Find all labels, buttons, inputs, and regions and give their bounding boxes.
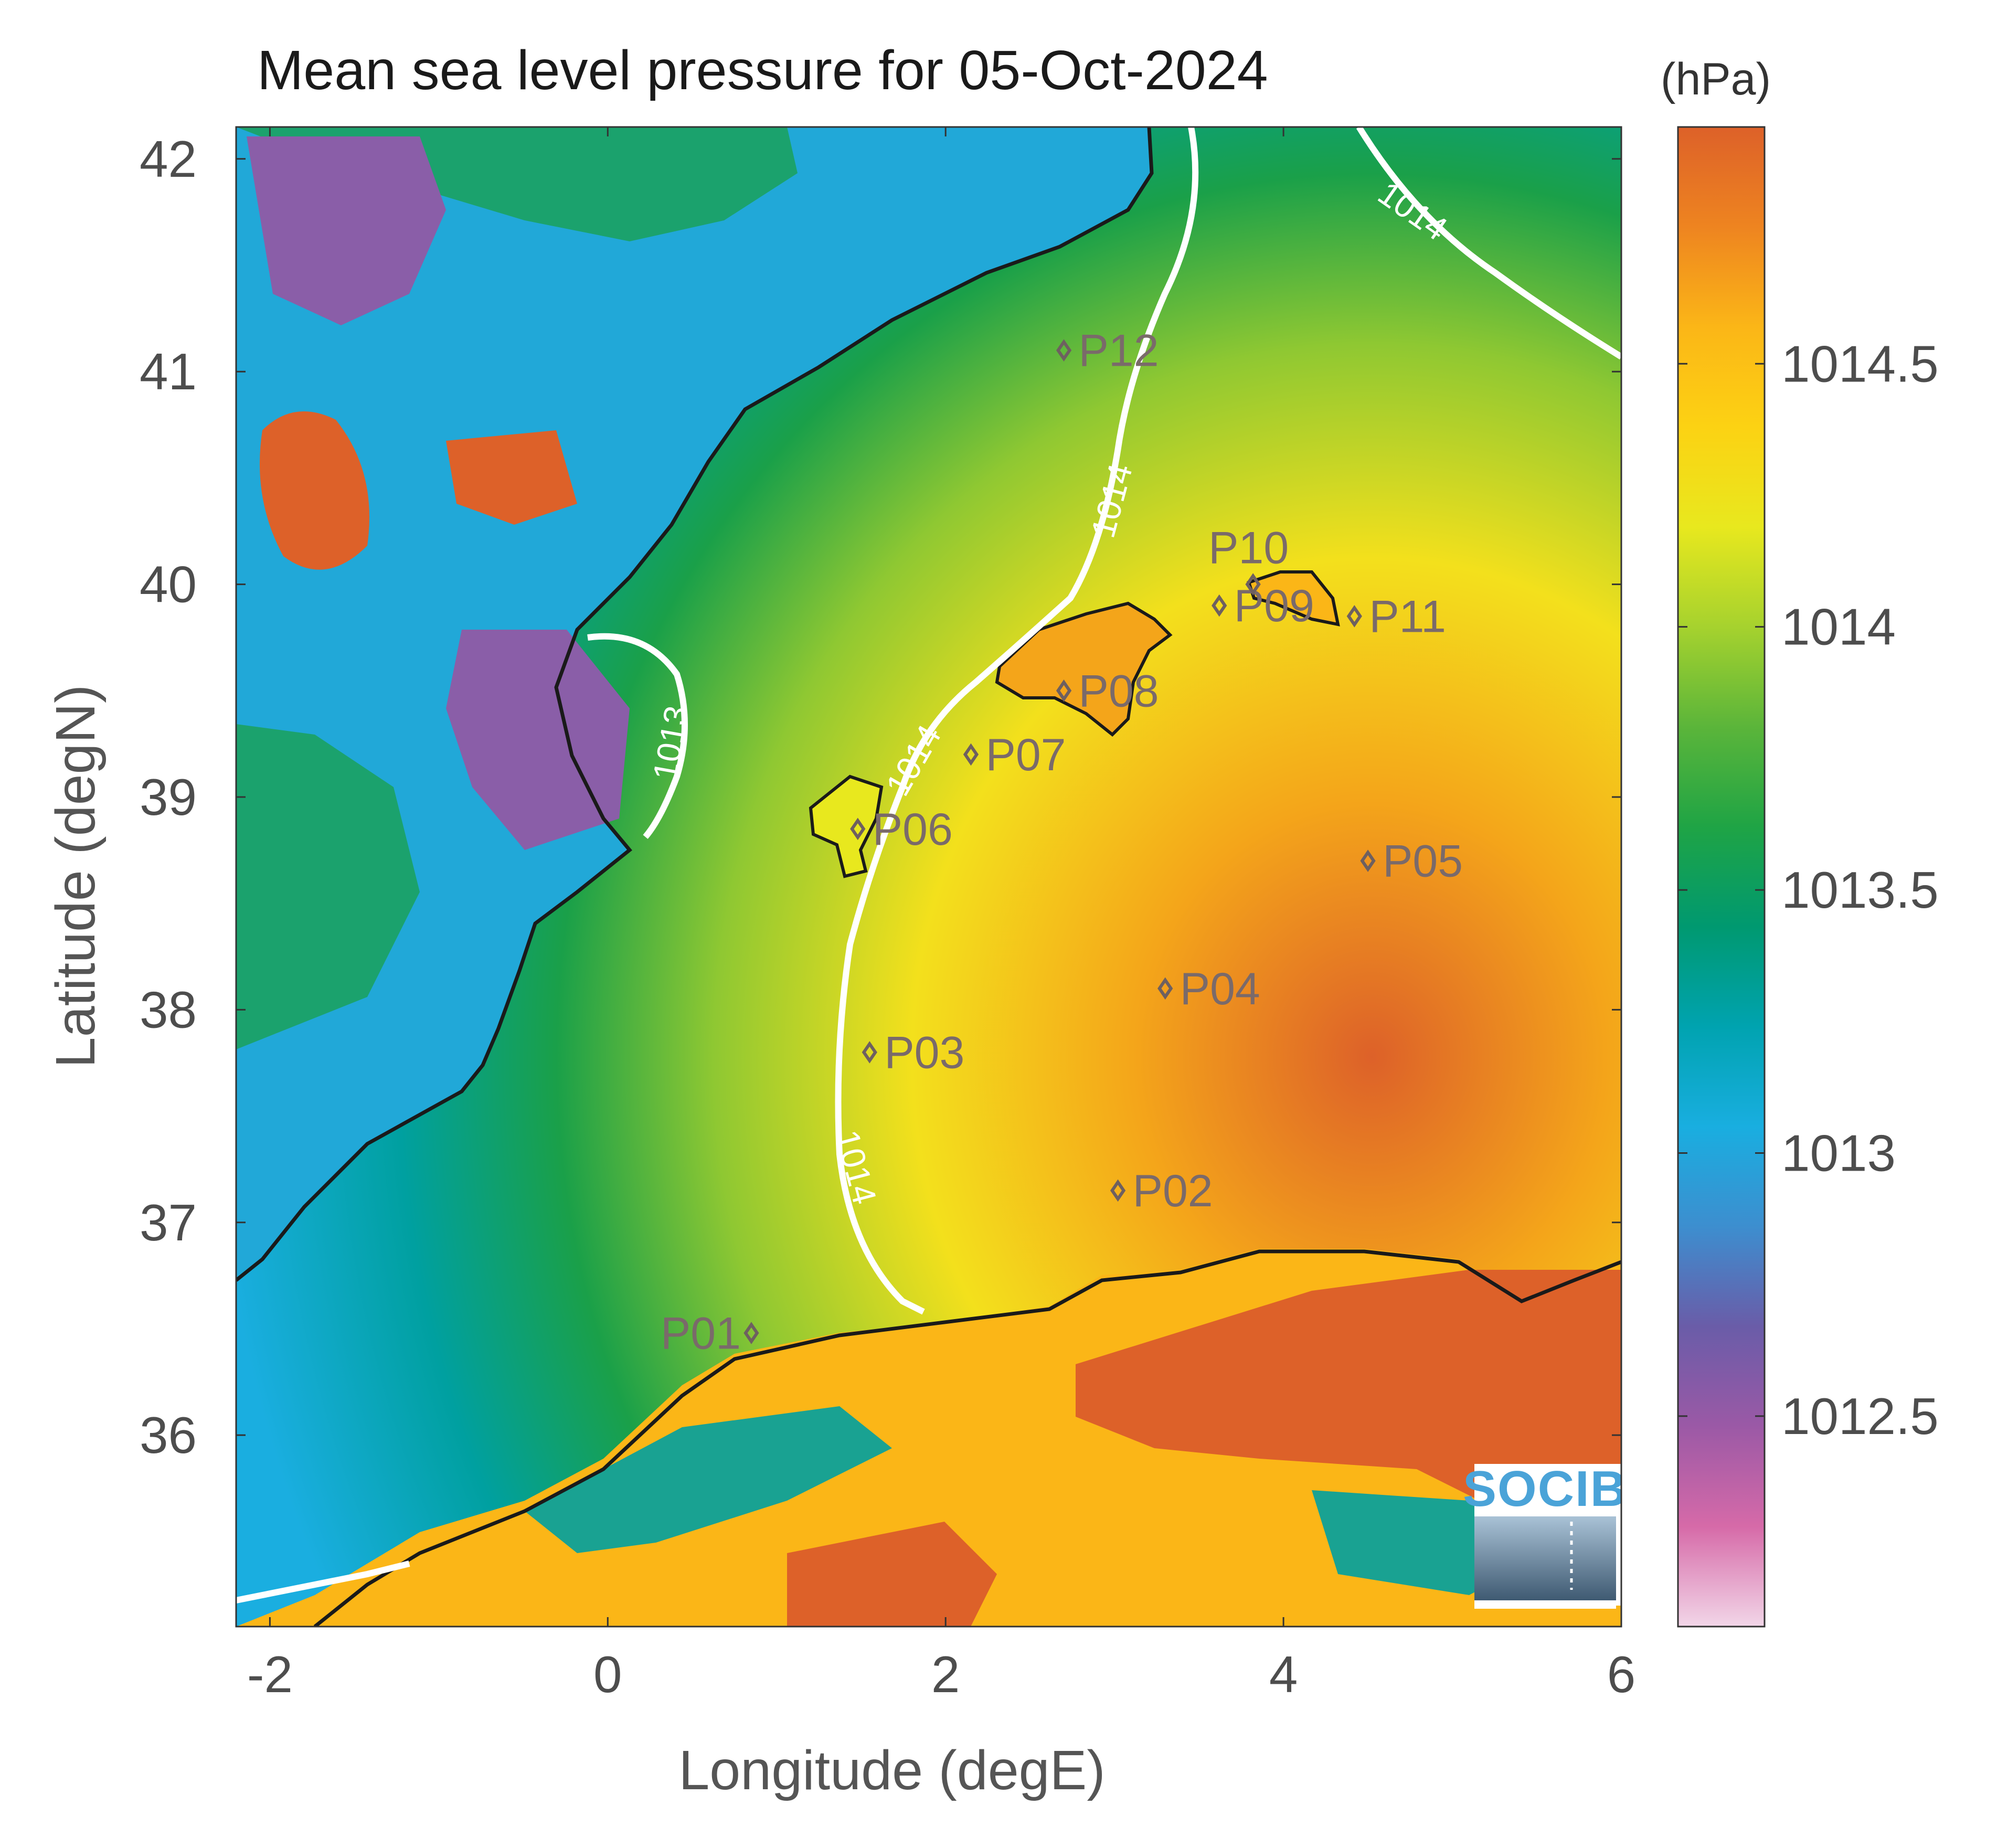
station-diamond-icon [1360, 849, 1376, 872]
station-label: P06 [873, 804, 953, 855]
y-axis-ticks: 36 37 38 39 40 41 42 [140, 130, 1621, 1464]
contour-1014-east [1356, 127, 1621, 360]
colorbar: 1012.5 1013 1013.5 1014 1014.5 (hPa) [1661, 54, 1939, 1628]
map-plot-area: 1014 1014 1014 1014 1013 P01P02P03P04P05… [236, 127, 1628, 1627]
colorbar-ticks: 1012.5 1013 1013.5 1014 1014.5 [1678, 335, 1939, 1445]
x-tick-label: 4 [1269, 1645, 1298, 1703]
station-diamond-icon [1346, 605, 1362, 628]
station-marker-p07: P07 [963, 730, 1066, 780]
x-tick-label: -2 [247, 1645, 293, 1703]
y-tick-label: 38 [140, 981, 197, 1038]
station-label: P12 [1079, 326, 1159, 376]
station-diamond-icon [850, 817, 866, 841]
station-diamond-icon [1245, 573, 1261, 596]
station-label: P05 [1383, 836, 1463, 887]
colorbar-scale [1677, 126, 1766, 1628]
station-marker-p08: P08 [1056, 666, 1159, 716]
land-iberia-green [236, 127, 798, 1049]
x-tick-label: 0 [593, 1645, 622, 1703]
station-marker-p05: P05 [1360, 836, 1463, 887]
station-label: P01 [661, 1309, 741, 1359]
station-diamond-icon [963, 743, 979, 766]
station-markers: P01 P02 P03 P04 P05 P06 P07 P08 P09 P10 P11 P12 [661, 326, 1463, 1359]
x-axis-label: Longitude (degE) [678, 1739, 1105, 1801]
colorbar-tick-label: 1014.5 [1781, 335, 1939, 392]
contour-1013 [587, 633, 688, 839]
plot-frame [235, 126, 1622, 1628]
station-diamond-icon [1212, 594, 1227, 617]
land-iberia [236, 127, 1152, 1280]
socib-logo-text: SOCIB [1463, 1461, 1628, 1517]
y-tick-label: 41 [140, 343, 197, 400]
coastline-north-africa [313, 1249, 1621, 1627]
station-label: P11 [1369, 591, 1446, 642]
station-marker-p09: P09 [1212, 581, 1314, 631]
station-label: P09 [1234, 581, 1314, 631]
colorbar-tick-label: 1012.5 [1781, 1387, 1939, 1445]
contour-1014-sw [236, 1560, 410, 1603]
station-diamond-icon [1157, 977, 1173, 1000]
station-marker-p02: P02 [1110, 1166, 1213, 1216]
x-axis-ticks: -2 0 2 4 6 [247, 127, 1635, 1703]
station-label: P04 [1180, 964, 1260, 1014]
station-diamond-icon [743, 1322, 759, 1344]
x-tick-label: 6 [1607, 1645, 1636, 1703]
station-diamond-icon [1056, 679, 1072, 702]
station-diamond-icon [862, 1041, 877, 1064]
colorbar-tick-label: 1014 [1781, 598, 1896, 656]
land-north-africa-teal [525, 1406, 1548, 1595]
y-tick-label: 39 [140, 768, 197, 826]
x-tick-label: 2 [931, 1645, 960, 1703]
map-title: Mean sea level pressure for 05-Oct-2024 [257, 39, 1268, 101]
land-iberia-orange [260, 411, 577, 570]
station-label: P03 [884, 1027, 964, 1078]
station-label: P10 [1208, 523, 1289, 573]
land-iberia-purple [247, 136, 630, 850]
colorbar-tick-label: 1013 [1781, 1124, 1896, 1182]
y-tick-label: 36 [140, 1406, 197, 1464]
y-axis-label: Latitude (degN) [45, 685, 107, 1068]
colorbar-units: (hPa) [1661, 54, 1771, 104]
socib-logo: SOCIB [1463, 1461, 1628, 1609]
y-tick-label: 37 [140, 1194, 197, 1251]
station-marker-p10: P10 [1208, 523, 1289, 596]
station-marker-p12: P12 [1056, 326, 1159, 376]
station-diamond-icon [1056, 339, 1072, 362]
y-tick-label: 42 [140, 130, 197, 188]
station-label: P02 [1133, 1166, 1213, 1216]
land-north-africa-orange [787, 1270, 1621, 1627]
island-mallorca [995, 601, 1173, 737]
coastline-iberia [236, 127, 1154, 1282]
station-diamond-icon [1110, 1179, 1126, 1202]
station-label: P07 [985, 730, 1066, 780]
y-tick-label: 40 [140, 556, 197, 613]
station-marker-p11: P11 [1346, 591, 1446, 642]
island-ibiza [809, 774, 884, 878]
island-menorca [1247, 570, 1340, 626]
station-marker-p03: P03 [862, 1027, 964, 1078]
station-label: P08 [1079, 666, 1159, 716]
station-marker-p06: P06 [850, 804, 953, 855]
colorbar-tick-label: 1013.5 [1781, 861, 1939, 919]
contour-1014-central [835, 127, 1199, 1315]
station-marker-p04: P04 [1157, 964, 1260, 1014]
station-marker-p01: P01 [661, 1309, 759, 1359]
